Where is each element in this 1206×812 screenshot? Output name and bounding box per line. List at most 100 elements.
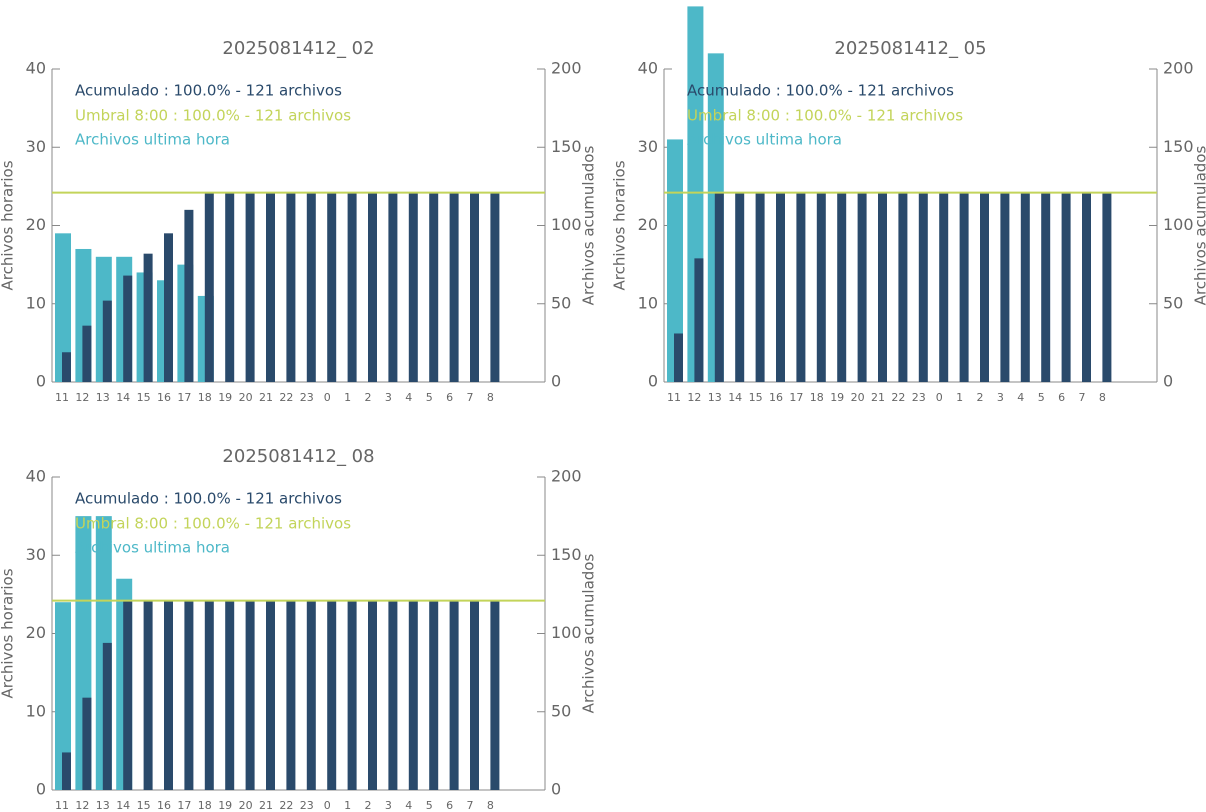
x-tick-label: 0 [324,391,331,404]
x-tick-label: 19 [218,799,232,812]
x-tick-label: 22 [279,391,293,404]
y2-tick-label: 150 [551,137,582,156]
x-tick-label: 11 [667,391,681,404]
chart-title: 2025081412_ 08 [222,446,374,467]
x-tick-label: 17 [177,799,191,812]
x-tick-label: 21 [259,799,273,812]
cumulative-bar [1061,192,1071,382]
x-tick-label: 8 [487,391,494,404]
x-tick-label: 16 [157,799,171,812]
y-axis-title: Archivos horarios [0,160,17,290]
y-tick-label: 0 [36,780,46,799]
cumulative-bar [674,333,683,382]
x-tick-label: 0 [324,799,331,812]
x-tick-label: 11 [55,799,69,812]
cumulative-bar [1020,192,1030,382]
y2-axis-title: Archivos acumulados [1192,146,1206,306]
x-tick-label: 11 [55,391,69,404]
y-tick-label: 0 [36,372,46,391]
cumulative-bar [225,600,235,790]
x-tick-label: 0 [936,391,943,404]
x-tick-label: 7 [467,799,474,812]
cumulative-bar [286,600,296,790]
x-tick-label: 12 [75,391,89,404]
cumulative-bar [123,275,133,382]
x-tick-label: 15 [137,799,151,812]
x-tick-label: 5 [1038,391,1045,404]
cumulative-bar [102,642,112,790]
x-tick-label: 18 [810,391,824,404]
x-tick-label: 21 [259,391,273,404]
y2-tick-label: 0 [551,372,561,391]
cumulative-bar [306,600,316,790]
x-tick-label: 16 [769,391,783,404]
cumulative-bar [735,192,745,382]
x-tick-label: 16 [157,391,171,404]
y-tick-label: 30 [26,137,46,156]
legend-entry: Acumulado : 100.0% - 121 archivos [687,82,954,100]
x-tick-label: 8 [487,799,494,812]
cumulative-bar [490,600,500,790]
legend-entry: Archivos ultima hora [75,539,230,557]
cumulative-bar [143,253,153,382]
x-tick-label: 4 [405,391,412,404]
cumulative-bar [388,600,398,790]
legend-entry: Acumulado : 100.0% - 121 archivos [75,490,342,508]
legend-entry: Archivos ultima hora [687,131,842,149]
legend-entry: Archivos ultima hora [75,131,230,149]
y2-axis-title: Archivos acumulados [580,146,598,306]
cumulative-bar [184,600,194,790]
y-axis-title: Archivos horarios [0,568,17,698]
y2-tick-label: 50 [551,701,571,720]
y2-tick-label: 100 [551,623,582,642]
cumulative-bar [470,600,479,790]
x-tick-label: 3 [385,391,392,404]
x-tick-label: 6 [446,799,453,812]
panel: 2025081412_ 05010203040050100150200Archi… [611,6,1206,404]
x-tick-label: 14 [116,799,130,812]
cumulative-bar [204,192,214,382]
cumulative-bar [266,600,275,790]
x-tick-label: 18 [198,391,212,404]
y-tick-label: 30 [638,137,658,156]
chart-title: 2025081412_ 05 [834,38,986,59]
x-tick-label: 12 [75,799,89,812]
x-tick-label: 23 [912,391,926,404]
y-tick-label: 20 [26,623,46,642]
x-tick-label: 17 [177,391,191,404]
x-tick-label: 8 [1099,391,1106,404]
cumulative-bar [368,192,377,382]
cumulative-bar [449,192,459,382]
x-tick-label: 4 [405,799,412,812]
x-tick-label: 13 [708,391,722,404]
x-tick-label: 3 [997,391,1004,404]
legend-entry: Acumulado : 100.0% - 121 archivos [75,82,342,100]
y2-tick-label: 50 [551,293,571,312]
cumulative-bar [918,192,928,382]
x-tick-label: 14 [728,391,742,404]
x-tick-label: 20 [239,391,253,404]
x-tick-label: 17 [789,391,803,404]
cumulative-bar [62,752,71,790]
x-tick-label: 23 [300,391,314,404]
cumulative-bar [939,192,949,382]
x-tick-label: 20 [239,799,253,812]
cumulative-bar [837,192,847,382]
cumulative-bar [123,600,133,790]
x-tick-label: 2 [365,391,372,404]
cumulative-bar [408,600,418,790]
x-tick-label: 2 [977,391,984,404]
x-tick-label: 6 [1058,391,1065,404]
x-tick-label: 1 [344,799,351,812]
cumulative-bar [368,600,377,790]
hourly-bar [55,602,71,790]
cumulative-bar [266,192,275,382]
cumulative-bar [878,192,887,382]
y-tick-label: 20 [26,215,46,234]
y2-tick-label: 150 [1163,137,1194,156]
cumulative-bar [327,192,337,382]
cumulative-bar [164,233,173,382]
cumulative-bar [776,192,785,382]
x-tick-label: 13 [96,391,110,404]
